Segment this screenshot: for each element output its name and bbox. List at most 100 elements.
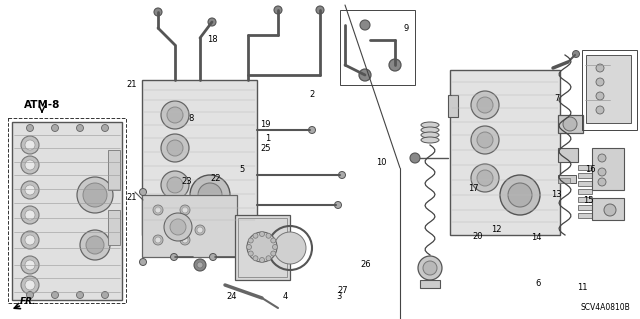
Bar xyxy=(142,195,237,257)
Bar xyxy=(578,165,592,170)
Circle shape xyxy=(359,69,371,81)
Circle shape xyxy=(316,6,324,14)
Text: 15: 15 xyxy=(584,197,594,205)
Circle shape xyxy=(167,140,183,156)
Bar xyxy=(578,213,592,218)
Ellipse shape xyxy=(421,132,439,138)
Circle shape xyxy=(248,238,253,243)
Circle shape xyxy=(25,280,35,290)
Bar xyxy=(558,175,576,183)
Bar xyxy=(558,148,578,162)
Bar xyxy=(592,198,624,220)
Circle shape xyxy=(21,156,39,174)
Circle shape xyxy=(25,210,35,220)
Circle shape xyxy=(164,213,192,241)
Text: SCV4A0810B: SCV4A0810B xyxy=(580,303,630,313)
Circle shape xyxy=(195,225,205,235)
Bar xyxy=(8,118,126,303)
Circle shape xyxy=(604,204,616,216)
Circle shape xyxy=(161,134,189,162)
Circle shape xyxy=(209,254,216,261)
Circle shape xyxy=(335,202,342,209)
Text: 3: 3 xyxy=(337,292,342,301)
Circle shape xyxy=(182,207,188,213)
Bar xyxy=(578,173,592,178)
Circle shape xyxy=(573,50,579,57)
Circle shape xyxy=(266,233,271,238)
Text: 2: 2 xyxy=(310,90,315,99)
Text: 5: 5 xyxy=(239,165,244,174)
Bar xyxy=(558,115,583,133)
Circle shape xyxy=(25,185,35,195)
Circle shape xyxy=(308,127,316,133)
Bar xyxy=(142,80,257,235)
Bar xyxy=(582,50,637,130)
Circle shape xyxy=(25,235,35,245)
Circle shape xyxy=(508,183,532,207)
Circle shape xyxy=(198,183,222,207)
Circle shape xyxy=(274,232,306,264)
Circle shape xyxy=(477,170,493,186)
Circle shape xyxy=(271,251,276,256)
Circle shape xyxy=(247,232,277,262)
Ellipse shape xyxy=(421,137,439,143)
Circle shape xyxy=(77,177,113,213)
Circle shape xyxy=(266,256,271,261)
Text: 24: 24 xyxy=(227,292,237,301)
Circle shape xyxy=(167,107,183,123)
Text: 21: 21 xyxy=(126,193,136,202)
Circle shape xyxy=(161,171,189,199)
Text: 4: 4 xyxy=(282,292,287,301)
Circle shape xyxy=(182,237,188,243)
Bar xyxy=(448,95,458,117)
Circle shape xyxy=(197,262,203,268)
Circle shape xyxy=(273,244,278,249)
Bar xyxy=(578,205,592,210)
Circle shape xyxy=(180,235,190,245)
Circle shape xyxy=(26,292,33,299)
Circle shape xyxy=(339,172,346,179)
Circle shape xyxy=(140,189,147,196)
Circle shape xyxy=(596,106,604,114)
Circle shape xyxy=(271,238,276,243)
Text: 23: 23 xyxy=(181,177,191,186)
Circle shape xyxy=(471,91,499,119)
Bar xyxy=(450,70,560,235)
Bar xyxy=(108,210,120,245)
Text: 22: 22 xyxy=(211,174,221,183)
Circle shape xyxy=(259,257,264,263)
Circle shape xyxy=(170,219,186,235)
Circle shape xyxy=(563,117,577,131)
Text: 19: 19 xyxy=(260,120,271,129)
Circle shape xyxy=(194,259,206,271)
Circle shape xyxy=(21,256,39,274)
Circle shape xyxy=(153,235,163,245)
Text: 11: 11 xyxy=(577,283,588,292)
Circle shape xyxy=(274,6,282,14)
Circle shape xyxy=(170,254,177,261)
Circle shape xyxy=(77,292,83,299)
Text: 10: 10 xyxy=(376,158,387,167)
Text: FR.: FR. xyxy=(20,298,36,307)
Text: 21: 21 xyxy=(126,80,136,89)
Circle shape xyxy=(248,251,253,256)
Circle shape xyxy=(153,205,163,215)
Circle shape xyxy=(80,230,110,260)
Text: 12: 12 xyxy=(491,225,501,234)
Circle shape xyxy=(500,175,540,215)
Text: 14: 14 xyxy=(531,233,541,242)
Circle shape xyxy=(596,92,604,100)
Circle shape xyxy=(51,124,58,131)
Ellipse shape xyxy=(421,122,439,128)
Circle shape xyxy=(190,175,230,215)
Circle shape xyxy=(102,292,109,299)
Circle shape xyxy=(253,256,258,261)
Circle shape xyxy=(25,160,35,170)
Circle shape xyxy=(21,136,39,154)
Circle shape xyxy=(418,256,442,280)
Circle shape xyxy=(83,183,107,207)
Bar xyxy=(340,10,415,85)
Bar xyxy=(238,218,287,277)
Circle shape xyxy=(167,177,183,193)
Circle shape xyxy=(25,140,35,150)
